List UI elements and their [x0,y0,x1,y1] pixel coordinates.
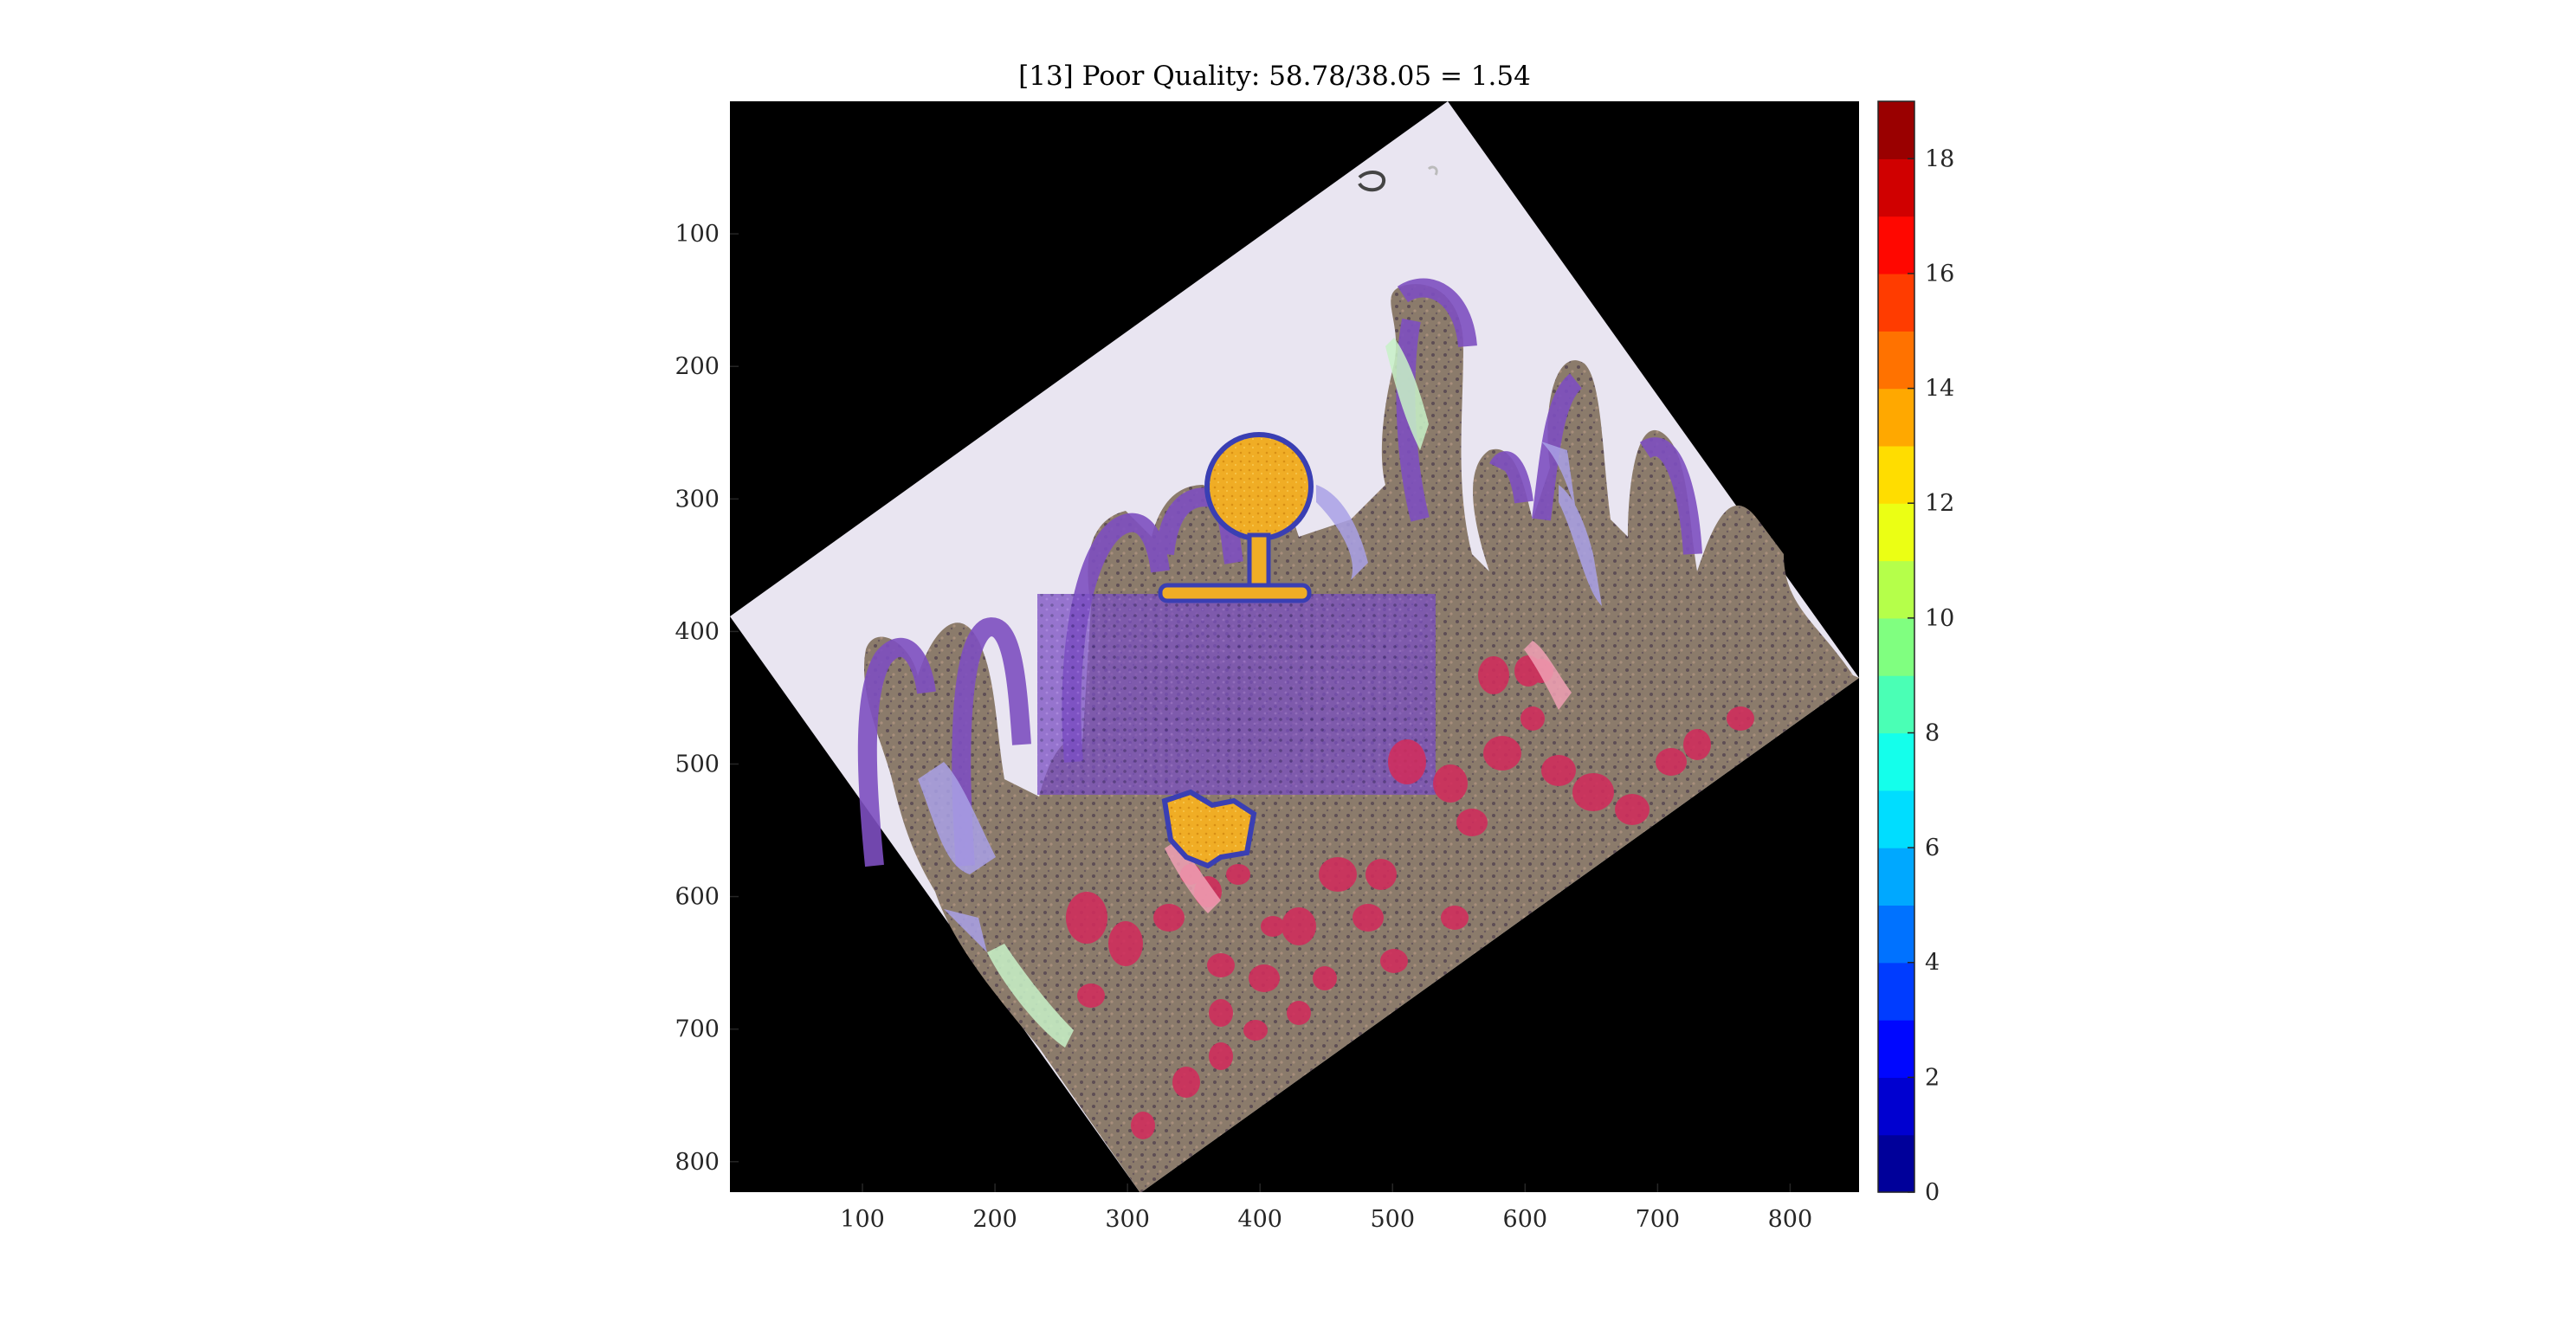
colorbar-frame [1877,100,1915,1193]
x-tick-label: 500 [1370,1206,1415,1233]
colorbar-level [1878,216,1914,274]
colorbar-tick-label: 2 [1925,1064,1940,1091]
colorbar-tick-label: 0 [1925,1179,1940,1206]
colorbar: 0 2 4 6 8 10 12 14 16 18 [1877,100,1954,1206]
orange-marker-top [1158,432,1314,603]
colorbar-level [1878,848,1914,906]
x-tick-label: 100 [840,1206,885,1233]
colorbar-level [1878,675,1914,734]
colorbar-level [1878,273,1914,332]
colorbar-level [1878,445,1914,504]
image-axes [730,101,1859,1192]
colorbar-level [1878,101,1914,159]
colorbar-level [1878,503,1914,562]
colorbar-level [1878,905,1914,964]
y-tick-label: 100 [675,221,720,248]
colorbar-level [1878,1134,1914,1193]
debris [1358,171,1386,192]
colorbar-tick-label: 4 [1925,950,1940,977]
y-tick-label: 600 [675,884,720,911]
colorbar-level [1878,560,1914,619]
debris [1427,165,1438,176]
pink-patch [1165,641,1572,913]
chart-title: [13] Poor Quality: 58.78/38.05 = 1.54 [1018,61,1531,92]
y-axis: 100 200 300 400 500 600 700 800 [675,221,739,1176]
x-tick-label: 300 [1105,1206,1150,1233]
colorbar-tick-label: 8 [1925,719,1940,746]
colorbar-level [1878,790,1914,848]
colorbar-level [1878,388,1914,447]
colorbar-level [1878,962,1914,1021]
colorbar-level [1878,331,1914,390]
y-tick-label: 700 [675,1016,720,1043]
x-tick-label: 600 [1503,1206,1548,1233]
colorbar-level [1878,1077,1914,1136]
x-tick-label: 800 [1768,1206,1813,1233]
colorbar-tick-label: 18 [1925,145,1954,172]
colorbar-tick-label: 14 [1925,376,1954,403]
y-tick-label: 500 [675,751,720,777]
x-axis: 100 200 300 400 500 600 700 800 [840,1183,1812,1233]
x-tick-label: 700 [1636,1206,1681,1233]
y-tick-label: 200 [675,353,720,380]
colorbar-level [1878,617,1914,676]
colorbar-tick-label: 10 [1925,605,1954,632]
y-tick-label: 300 [675,486,720,513]
x-tick-label: 400 [1237,1206,1282,1233]
y-tick-label: 800 [675,1149,720,1176]
colorbar-level [1878,1020,1914,1078]
purple-overlay-box [1037,594,1436,795]
colorbar-level [1878,158,1914,217]
orange-marker-lower [1161,789,1257,869]
colorbar-tick-label: 12 [1925,490,1954,517]
colorbar-tick-label: 6 [1925,835,1940,861]
colorbar-level [1878,732,1914,791]
x-tick-label: 200 [972,1206,1017,1233]
colorbar-tick-label: 16 [1925,261,1954,287]
y-tick-label: 400 [675,618,720,645]
